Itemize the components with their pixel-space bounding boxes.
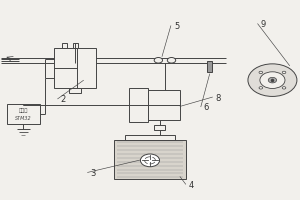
Text: 4: 4	[189, 181, 194, 190]
Bar	[129, 88, 148, 122]
Bar	[125, 135, 175, 140]
Circle shape	[167, 57, 176, 63]
Bar	[73, 43, 78, 48]
Circle shape	[259, 87, 262, 89]
Text: 8: 8	[216, 94, 221, 103]
Bar	[7, 104, 40, 124]
Circle shape	[282, 87, 286, 89]
Text: 控制器: 控制器	[18, 108, 28, 113]
Text: 5: 5	[174, 22, 179, 31]
Circle shape	[140, 154, 160, 167]
Bar	[114, 140, 186, 179]
Circle shape	[282, 71, 286, 74]
Bar	[69, 88, 81, 93]
Circle shape	[260, 72, 285, 88]
Text: 3: 3	[90, 169, 96, 178]
Circle shape	[248, 64, 297, 96]
Bar	[54, 48, 96, 88]
Bar	[148, 90, 180, 120]
Circle shape	[268, 77, 277, 83]
Circle shape	[154, 57, 163, 63]
Bar	[207, 61, 212, 72]
Text: 9: 9	[260, 20, 266, 29]
Text: 6: 6	[204, 103, 209, 112]
Text: STM32: STM32	[15, 116, 32, 121]
Text: 2: 2	[60, 95, 66, 104]
Bar	[154, 125, 165, 130]
Circle shape	[259, 71, 262, 74]
Bar	[62, 43, 68, 48]
